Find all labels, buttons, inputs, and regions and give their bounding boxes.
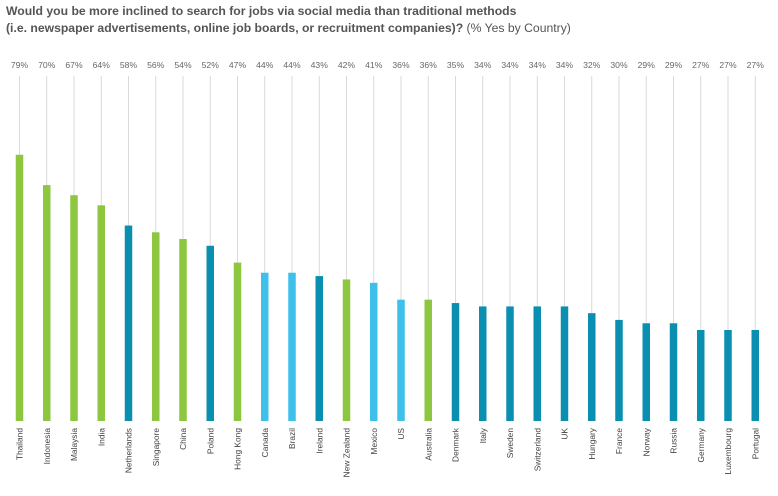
value-label: 56% [147, 60, 165, 70]
category-label: Mexico [369, 428, 379, 455]
category-label: UK [560, 428, 570, 440]
bar-poland [206, 245, 214, 421]
value-label: 41% [365, 60, 383, 70]
value-label: 44% [283, 60, 301, 70]
value-label: 32% [583, 60, 601, 70]
category-label: Switzerland [532, 428, 542, 472]
title-question: Would you be more inclined to search for… [6, 4, 517, 18]
bar-sweden [506, 306, 514, 421]
bar-india [97, 205, 105, 421]
value-label: 27% [747, 60, 765, 70]
value-label: 27% [692, 60, 710, 70]
bar-malaysia [70, 195, 78, 421]
category-label: Portugal [750, 428, 760, 459]
value-label: 54% [174, 60, 192, 70]
category-label: Italy [478, 427, 488, 443]
bar-netherlands [124, 225, 133, 421]
category-label: Denmark [451, 427, 461, 462]
value-label: 34% [474, 60, 492, 70]
value-label: 29% [638, 60, 656, 70]
bar-switzerland [533, 306, 541, 421]
title-question-continued: (i.e. newspaper advertisements, online j… [6, 21, 464, 35]
bar-italy [479, 306, 487, 421]
category-label: Germany [696, 427, 706, 462]
value-label: 34% [529, 60, 547, 70]
bar-denmark [451, 303, 460, 421]
bar-mexico [370, 282, 378, 421]
value-label: 79% [11, 60, 29, 70]
bar-hong-kong [233, 262, 242, 421]
bar-hungary [588, 313, 596, 421]
value-label: 43% [311, 60, 329, 70]
value-label: 30% [610, 60, 628, 70]
category-label: Norway [641, 427, 651, 456]
value-label: 27% [719, 60, 737, 70]
chart-title-line-1: Would you be more inclined to search for… [6, 3, 776, 20]
bar-canada [261, 272, 269, 421]
value-label: 47% [229, 60, 247, 70]
bar-germany [697, 330, 705, 421]
category-label: Poland [205, 428, 215, 454]
chart-title-line-2: (i.e. newspaper advertisements, online j… [6, 20, 776, 37]
category-label: Sweden [505, 428, 515, 459]
value-label: 34% [501, 60, 519, 70]
category-label: Australia [423, 428, 433, 461]
value-label: 36% [392, 60, 410, 70]
bar-luxembourg [724, 330, 732, 421]
category-label: Luxembourg [723, 428, 733, 475]
value-label: 42% [338, 60, 356, 70]
bar-australia [424, 299, 432, 421]
chart-title: Would you be more inclined to search for… [6, 3, 776, 37]
category-label: New Zealand [342, 428, 352, 478]
value-label: 70% [38, 60, 56, 70]
bar-new-zealand [342, 279, 351, 421]
category-label: US [396, 428, 406, 440]
bar-norway [642, 323, 650, 421]
bar-us [397, 299, 405, 421]
category-label: Hungary [587, 427, 597, 459]
category-label: China [178, 428, 188, 450]
bar-china [179, 239, 187, 421]
category-label: Netherlands [124, 428, 134, 473]
bar-indonesia [43, 185, 51, 421]
bar-brazil [288, 272, 296, 421]
category-label: India [96, 428, 106, 447]
category-label: Canada [260, 428, 270, 458]
bar-thailand [15, 154, 24, 421]
title-subtitle: (% Yes by Country) [463, 21, 571, 35]
bar-russia [669, 323, 678, 421]
category-labels: Thailand Indonesia Malaysia India Netherland… [15, 427, 761, 477]
category-label: France [614, 428, 624, 454]
category-label: Russia [669, 428, 679, 454]
category-label: Ireland [314, 428, 324, 454]
value-label: 64% [93, 60, 111, 70]
value-label: 29% [665, 60, 683, 70]
value-label: 44% [256, 60, 274, 70]
value-labels: 79% 70% 67% 64% 58% 56% 54% 52% 47% 44% 44% 43% 42% 4… [11, 60, 764, 70]
bar-portugal [751, 330, 759, 421]
value-label: 67% [65, 60, 83, 70]
bar-ireland [315, 276, 323, 421]
value-label: 35% [447, 60, 465, 70]
category-label: Indonesia [42, 428, 52, 465]
category-label: Malaysia [69, 428, 79, 461]
category-label: Brazil [287, 428, 297, 449]
category-label: Thailand [15, 428, 25, 460]
category-label: Hong Kong [233, 428, 243, 470]
bar-france [615, 319, 623, 421]
value-label: 52% [202, 60, 220, 70]
bar-singapore [152, 232, 160, 421]
bar-uk [560, 306, 569, 421]
value-label: 34% [556, 60, 574, 70]
value-label: 36% [420, 60, 438, 70]
bars [15, 154, 759, 421]
category-label: Singapore [151, 428, 161, 467]
value-label: 58% [120, 60, 138, 70]
